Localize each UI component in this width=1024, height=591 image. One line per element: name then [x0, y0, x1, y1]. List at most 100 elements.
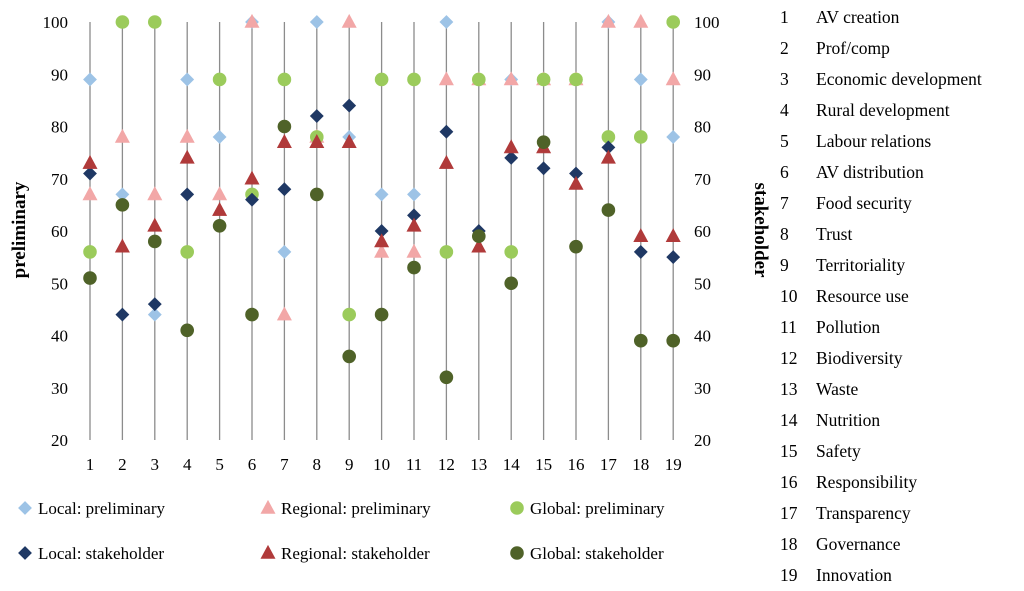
regional-preliminary-marker: [82, 186, 98, 201]
y-tick-label-right: 90: [694, 65, 711, 84]
legend-global-stakeholder-label: Global: stakeholder: [530, 544, 664, 563]
regional-preliminary-marker: [406, 243, 422, 258]
global-stakeholder-marker: [115, 198, 130, 212]
criteria-label: Food security: [816, 193, 912, 213]
global-preliminary-marker: [374, 72, 389, 87]
local-preliminary-marker: [212, 130, 227, 144]
criteria-number: 10: [780, 286, 798, 306]
legend-regional-stakeholder-label: Regional: stakeholder: [281, 544, 430, 563]
global-preliminary-marker: [504, 245, 519, 259]
y-tick-label-left: 30: [51, 379, 68, 398]
criteria-number: 3: [780, 69, 789, 89]
criteria-number: 5: [780, 131, 789, 151]
chart-markers: [82, 13, 681, 385]
local-preliminary-marker: [147, 307, 162, 322]
local-stakeholder-marker: [504, 150, 519, 165]
legend-regional-preliminary-label: Regional: preliminary: [281, 499, 431, 518]
regional-stakeholder-marker: [503, 139, 519, 154]
criteria-item: 2 Prof/comp: [780, 33, 982, 64]
criteria-label: Governance: [816, 534, 901, 554]
chart-legend: Local: preliminary Regional: preliminary G…: [18, 499, 665, 563]
x-tick-label: 2: [118, 455, 127, 474]
regional-preliminary-marker: [114, 128, 130, 143]
x-tick-label: 18: [632, 455, 649, 474]
global-preliminary-marker: [569, 72, 583, 87]
regional-stakeholder-marker: [244, 170, 260, 185]
criteria-label: Safety: [816, 441, 861, 461]
global-stakeholder-marker: [83, 271, 97, 285]
regional-stakeholder-marker: [568, 175, 584, 190]
criteria-number: 8: [780, 224, 789, 244]
regional-stakeholder-marker: [82, 154, 98, 169]
criteria-number: 17: [780, 503, 798, 523]
criteria-number: 11: [780, 317, 797, 337]
y-tick-label-right: 20: [694, 431, 711, 450]
local-preliminary-marker: [439, 15, 454, 29]
criteria-label: Rural development: [816, 100, 950, 120]
criteria-item: 17 Transparency: [780, 498, 982, 529]
criteria-item: 10 Resource use: [780, 281, 982, 312]
global-stakeholder-marker: [471, 229, 486, 244]
global-preliminary-marker: [277, 72, 292, 87]
regional-stakeholder-marker: [665, 228, 681, 243]
criteria-label: Nutrition: [816, 410, 881, 430]
y-tick-label-left: 40: [51, 327, 68, 346]
regional-preliminary-marker: [212, 186, 228, 201]
criteria-label: Labour relations: [816, 131, 932, 151]
x-tick-label: 5: [215, 455, 224, 474]
local-preliminary-marker: [633, 72, 648, 87]
local-preliminary-marker: [407, 187, 421, 202]
local-preliminary-marker: [309, 15, 324, 29]
criteria-number: 12: [780, 348, 798, 368]
y-tick-label-right: 30: [694, 379, 711, 398]
x-tick-label: 14: [503, 455, 521, 474]
x-tick-label: 16: [568, 455, 585, 474]
global-stakeholder-marker: [148, 234, 162, 249]
global-preliminary-marker: [536, 72, 551, 87]
x-tick-label: 6: [248, 455, 257, 474]
y-tick-label-left: 50: [51, 274, 68, 293]
global-stakeholder-marker: [180, 323, 194, 338]
criteria-label: AV distribution: [816, 162, 924, 182]
criteria-item: 18 Governance: [780, 529, 982, 560]
y-tick-label-right: 100: [694, 13, 720, 32]
legend-global-stakeholder-icon: [510, 546, 524, 560]
regional-preliminary-marker: [341, 13, 357, 28]
regional-preliminary-marker: [438, 71, 454, 86]
x-tick-label: 3: [151, 455, 160, 474]
y-tick-label-left: 20: [51, 431, 68, 450]
criteria-label: Innovation: [816, 565, 892, 585]
regional-preliminary-marker: [244, 13, 260, 28]
global-stakeholder-marker: [504, 276, 519, 291]
local-preliminary-marker: [374, 187, 389, 202]
global-preliminary-marker: [83, 245, 97, 259]
local-stakeholder-marker: [277, 182, 292, 197]
y-tick-label-left: 60: [51, 222, 68, 241]
criteria-number: 14: [780, 410, 798, 430]
global-preliminary-marker: [407, 72, 421, 87]
criteria-number: 4: [780, 100, 789, 120]
local-stakeholder-marker: [633, 244, 648, 259]
criteria-number: 19: [780, 565, 798, 585]
regional-stakeholder-marker: [438, 154, 454, 169]
x-tick-label: 19: [665, 455, 682, 474]
local-stakeholder-marker: [83, 166, 97, 181]
regional-stakeholder-marker: [471, 238, 487, 253]
local-stakeholder-marker: [147, 297, 162, 312]
criteria-item: 15 Safety: [780, 436, 982, 467]
regional-stakeholder-marker: [212, 201, 228, 216]
global-stakeholder-marker: [439, 370, 454, 385]
regional-stakeholder-marker: [276, 134, 292, 148]
legend-regional-stakeholder-icon: [260, 544, 276, 559]
legend-local-preliminary-icon: [18, 501, 32, 515]
global-stakeholder-marker: [309, 187, 324, 202]
criteria-number: 2: [780, 38, 789, 58]
criteria-number: 9: [780, 255, 789, 275]
global-stakeholder-marker: [342, 349, 357, 364]
y-tick-label-left: 70: [51, 170, 68, 189]
criteria-number: 1: [780, 7, 789, 27]
criteria-item: 13 Waste: [780, 374, 982, 405]
regional-stakeholder-marker: [406, 217, 422, 232]
local-stakeholder-marker: [309, 109, 324, 123]
regional-stakeholder-marker: [114, 238, 130, 253]
